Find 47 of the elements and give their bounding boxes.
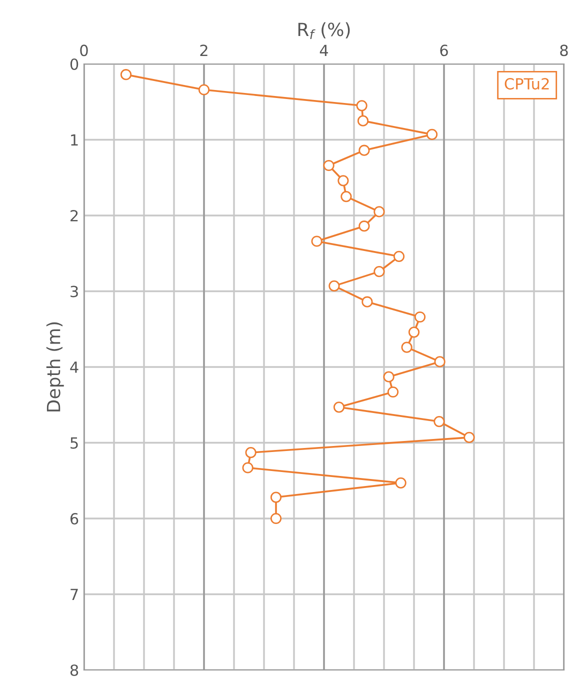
x-tick-label: 8 (560, 44, 568, 56)
point (434, 416, 445, 428)
point (311, 236, 322, 247)
point (414, 311, 426, 323)
y-tick-label: 8 (70, 664, 78, 676)
point (245, 447, 256, 458)
y-tick-label: 4 (70, 362, 78, 373)
point (340, 191, 352, 202)
y-tick-label: 0 (70, 58, 78, 70)
point (198, 84, 210, 96)
point (401, 342, 412, 353)
point (464, 432, 475, 444)
point (270, 512, 282, 524)
point (338, 175, 349, 186)
y-tick-label: 2 (70, 210, 78, 222)
point (374, 266, 385, 278)
point (434, 356, 446, 368)
point (120, 69, 132, 80)
point (357, 115, 369, 126)
point (383, 371, 394, 382)
point (242, 462, 254, 474)
point (323, 160, 334, 172)
point (333, 402, 345, 413)
y-tick-label: 1 (71, 134, 78, 146)
point (362, 296, 373, 308)
point (426, 128, 438, 140)
point (270, 492, 282, 503)
y-tick-label: 5 (70, 437, 78, 449)
point (358, 220, 370, 232)
x-axis-title: R$_{f}$ (%) (298, 22, 350, 39)
x-tick-label: 2 (200, 44, 208, 56)
point (358, 144, 370, 156)
point (395, 477, 406, 488)
point (393, 250, 405, 262)
y-tick-label: 3 (70, 286, 78, 298)
point (328, 280, 340, 292)
x-tick-label: 6 (440, 44, 448, 56)
point (374, 206, 385, 218)
y-tick-label: 7 (70, 588, 78, 600)
point (387, 386, 399, 398)
text: CPTu2 (504, 78, 549, 90)
y-axis-title: Depth (m) (46, 322, 64, 412)
x-tick-label: 0 (80, 44, 88, 56)
x-tick-label: 4 (320, 44, 328, 56)
y-tick-label: 6 (70, 512, 78, 525)
point (356, 100, 368, 112)
point (408, 326, 420, 338)
